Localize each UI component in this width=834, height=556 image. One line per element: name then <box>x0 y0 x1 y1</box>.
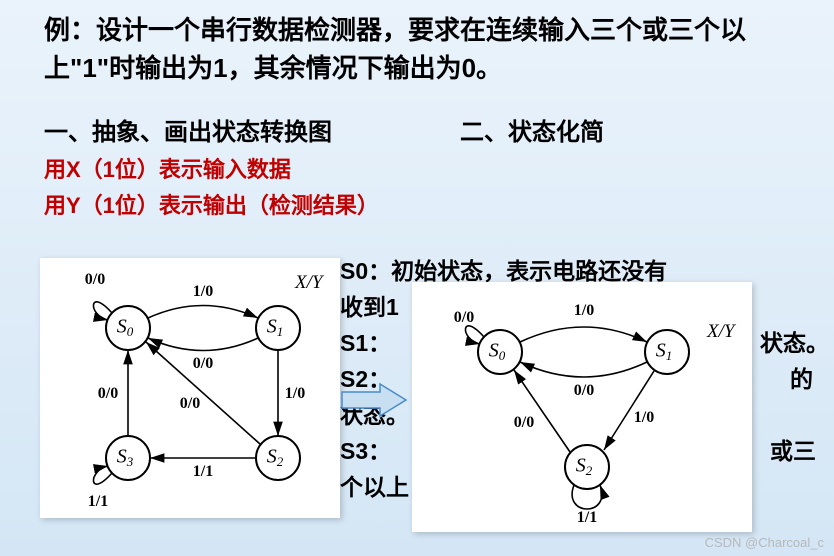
xy-legend-2: X/Y <box>706 321 737 342</box>
svg-text:1/1: 1/1 <box>88 493 108 510</box>
svg-text:0/0: 0/0 <box>193 355 213 372</box>
state-diagram-2: S0 S1 S2 0/0 1/0 0/0 1/0 0/0 1/1 X/Y <box>412 282 752 532</box>
section-1-heading: 一、抽象、画出状态转换图 <box>44 112 332 147</box>
desc-line-s1b: 状态。 <box>760 326 829 361</box>
svg-text:1/1: 1/1 <box>193 463 213 480</box>
simplify-arrow-icon <box>340 380 410 420</box>
desc-line-s3c: 个以上 <box>340 470 409 505</box>
svg-text:1/0: 1/0 <box>574 302 594 319</box>
svg-text:1/0: 1/0 <box>193 283 213 300</box>
svg-text:0/0: 0/0 <box>180 395 200 412</box>
svg-text:1/0: 1/0 <box>634 409 654 426</box>
legend-y: 用Y（1位）表示输出（检测结果） <box>44 188 379 220</box>
svg-text:0/0: 0/0 <box>98 385 118 402</box>
xy-legend-1: X/Y <box>294 272 325 293</box>
svg-text:0/0: 0/0 <box>454 309 474 326</box>
watermark: CSDN @Charcoal_c <box>705 535 824 550</box>
svg-text:1/0: 1/0 <box>285 385 305 402</box>
desc-line-s1: S1： <box>340 326 391 361</box>
svg-text:1/1: 1/1 <box>577 509 597 526</box>
svg-text:0/0: 0/0 <box>574 382 594 399</box>
svg-text:0/0: 0/0 <box>514 414 534 431</box>
desc-line-s3b: 或三 <box>770 434 816 469</box>
section-2-heading: 二、状态化简 <box>460 112 604 147</box>
example-title: 例：设计一个串行数据检测器，要求在连续输入三个或三个以上"1"时输出为1，其余情… <box>44 12 804 87</box>
edge-label: 0/0 <box>85 271 105 288</box>
legend-x: 用X（1位）表示输入数据 <box>44 152 291 184</box>
desc-line-s0b: 收到1 <box>340 290 399 325</box>
desc-line-s3: S3： <box>340 434 391 469</box>
state-diagram-1: S0 S1 S2 S3 0/0 1/0 0/0 1/0 0/0 1/1 0/0 … <box>40 258 340 518</box>
desc-line-s2b: 的 <box>790 362 813 397</box>
